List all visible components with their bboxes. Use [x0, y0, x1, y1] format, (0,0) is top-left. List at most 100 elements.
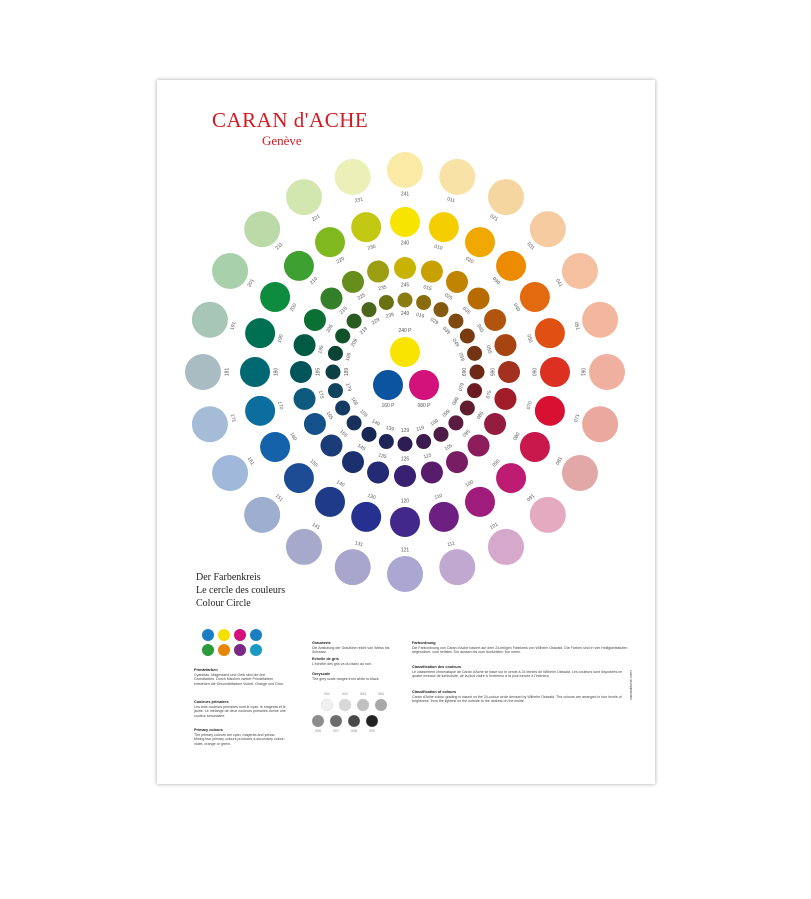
dot-label: 029: [429, 317, 439, 326]
dot-label: 129: [401, 428, 410, 434]
dot-label: 245: [401, 282, 410, 288]
color-dot: [351, 501, 382, 532]
section-heading: Echelle de gris: [312, 657, 339, 661]
section: Farbordnung Die Farbordnung von Caran d'A…: [412, 641, 632, 655]
swatch: [202, 629, 214, 641]
grey-label: 001: [324, 692, 330, 696]
dot-label: 240: [401, 240, 410, 246]
color-dot: [351, 212, 382, 243]
color-dot: [465, 227, 495, 258]
color-dot: [484, 413, 507, 435]
dot-label: 241: [401, 191, 410, 197]
dot-label: 019: [415, 312, 425, 320]
dot-label: 200: [289, 302, 298, 312]
color-dot: [582, 301, 619, 338]
section-heading: Grauwerte: [312, 641, 331, 645]
dot-label: 171: [229, 413, 237, 423]
dot-label: 011: [446, 196, 455, 204]
brand-city: Genève: [262, 133, 302, 148]
section-heading: Classification des couleurs: [412, 665, 462, 669]
title: Colour Circle: [196, 598, 251, 609]
dot-label: 125: [401, 456, 410, 462]
poster: [157, 80, 655, 784]
color-dot: [367, 260, 390, 283]
section: Primary colours The primary colours are c…: [194, 728, 286, 746]
swatch: [218, 629, 230, 641]
color-dot: [534, 318, 565, 349]
section: Classification of colours Caran d'Ache co…: [412, 690, 632, 704]
color-dot: [327, 383, 343, 399]
color-dot: [420, 461, 443, 484]
color-dot: [416, 434, 432, 450]
center-dot: [409, 370, 439, 400]
color-dot: [433, 426, 449, 442]
section-text: Caran d'Ache colour grading is based on …: [412, 694, 622, 704]
dot-label: 180: [273, 368, 279, 377]
color-dot: [260, 432, 291, 462]
color-dot: [327, 345, 343, 361]
dot-label: 221: [311, 213, 321, 222]
color-dot: [335, 400, 351, 416]
color-dot: [582, 406, 619, 443]
color-dot: [342, 270, 364, 293]
dot-label: 055: [485, 345, 493, 355]
dot-label: 149: [370, 418, 380, 427]
color-dot: [212, 455, 249, 491]
dot-label: 140: [335, 479, 345, 488]
center-label: 160 P: [381, 403, 395, 409]
grey-dot: [347, 714, 361, 728]
color-dot: [428, 212, 459, 243]
dot-label: 041: [554, 278, 563, 288]
dot-label: 135: [378, 452, 388, 460]
dot-label: 025: [443, 292, 453, 301]
section: Grauwerte Die Abstufung der Grautöne reic…: [312, 641, 404, 655]
swatch: [234, 644, 246, 656]
color-dot: [185, 354, 221, 390]
color-dot: [320, 434, 343, 457]
section: Classification des couleurs Le classement…: [412, 665, 632, 679]
color-dot: [496, 463, 527, 494]
section-text: Die Farbordnung von Caran d'Ache basiert…: [412, 645, 628, 655]
dot-label: 035: [461, 306, 471, 316]
color-dot: [448, 313, 464, 329]
color-dot: [467, 434, 490, 457]
color-dot: [397, 436, 413, 452]
color-dot: [390, 207, 420, 237]
dot-label: 040: [512, 303, 521, 313]
grey-dot: [338, 698, 352, 712]
color-dot: [245, 395, 276, 426]
color-dot: [191, 406, 228, 443]
color-dot: [303, 309, 326, 331]
dot-label: 020: [464, 256, 474, 265]
color-dot: [283, 250, 314, 281]
color-dot: [498, 361, 520, 383]
dot-label: 105: [444, 443, 454, 452]
section: Primärfarben Cyanblau, Magentarot und Gel…: [194, 668, 286, 686]
color-dot: [484, 309, 507, 331]
color-dot: [335, 328, 351, 344]
grey-label: 002: [342, 692, 348, 696]
dot-label: 015: [423, 284, 433, 292]
dot-label: 185: [315, 368, 321, 377]
dot-label: 141: [311, 522, 321, 531]
swatch: [250, 644, 262, 656]
color-dot: [467, 345, 483, 361]
title: Der Farbenkreis: [196, 572, 261, 583]
grey-dot: [365, 714, 379, 728]
dot-label: 155: [338, 429, 348, 439]
color-dot: [459, 328, 475, 344]
dot-label: 060: [531, 368, 537, 377]
brand: CARAN d'ACHE: [212, 108, 369, 132]
dot-label: 059: [457, 352, 465, 362]
color-dot: [420, 260, 443, 283]
dot-label: 165: [325, 411, 334, 421]
dot-label: 159: [358, 409, 368, 419]
color-dot: [387, 152, 423, 188]
color-dot: [467, 287, 490, 310]
dot-label: 205: [325, 323, 334, 333]
color-dot: [394, 257, 416, 279]
dot-label: 101: [489, 522, 499, 531]
dot-label: 150: [308, 458, 318, 468]
color-dot: [293, 334, 316, 357]
